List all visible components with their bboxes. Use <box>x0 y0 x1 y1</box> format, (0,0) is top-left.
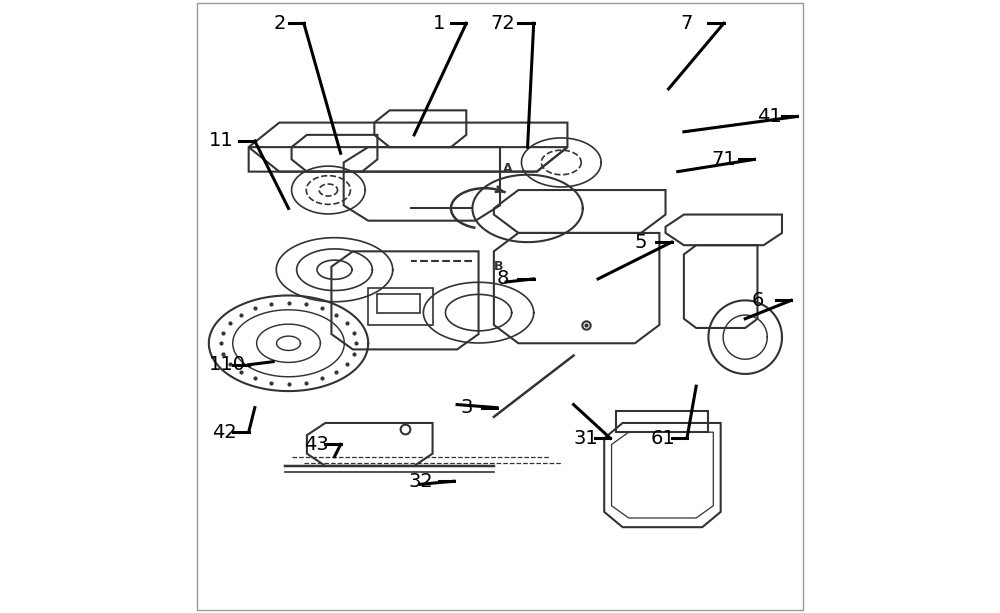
Text: 11: 11 <box>209 132 234 150</box>
Text: 6: 6 <box>751 291 764 310</box>
Text: 7: 7 <box>681 14 693 32</box>
Text: 71: 71 <box>711 150 736 169</box>
Text: 61: 61 <box>650 429 675 447</box>
Text: 42: 42 <box>212 423 237 441</box>
Text: 2: 2 <box>273 14 286 32</box>
Text: 32: 32 <box>408 472 433 490</box>
Text: 5: 5 <box>635 233 647 251</box>
Text: 110: 110 <box>209 356 246 374</box>
Text: 1: 1 <box>433 14 445 32</box>
Text: 3: 3 <box>460 398 473 417</box>
Text: A: A <box>503 162 513 175</box>
Text: 31: 31 <box>574 429 598 447</box>
Text: 41: 41 <box>757 107 782 126</box>
Text: 8: 8 <box>497 270 509 288</box>
Text: 72: 72 <box>491 14 516 32</box>
Text: B: B <box>494 260 503 273</box>
Text: 43: 43 <box>304 435 329 454</box>
